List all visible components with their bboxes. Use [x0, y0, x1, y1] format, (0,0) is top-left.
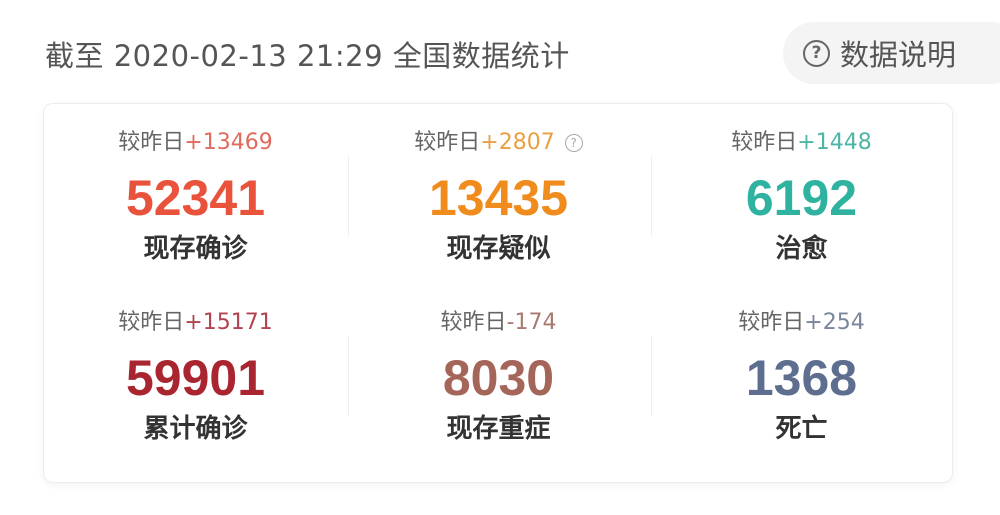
question-circle-icon: ? [803, 39, 830, 67]
delta-value: -174 [506, 310, 557, 335]
stat-cured: 较昨日+1448 6192 治愈 [650, 128, 953, 266]
stat-label: 治愈 [775, 234, 828, 264]
delta-prefix: 较昨日 [440, 310, 507, 335]
delta-prefix: 较昨日 [118, 310, 185, 335]
stat-current-confirmed: 较昨日+13469 52341 现存确诊 [44, 128, 347, 266]
divider [348, 336, 349, 416]
delta-text: 较昨日+2807? [347, 128, 650, 158]
stat-deaths: 较昨日+254 1368 死亡 [650, 308, 953, 446]
stat-label: 现存疑似 [446, 234, 551, 264]
stats-card: 较昨日+13469 52341 现存确诊 较昨日+2807? 13435 现存疑似… [43, 103, 953, 483]
delta-prefix: 较昨日 [731, 130, 798, 155]
delta-text: 较昨日+15171 [44, 308, 347, 338]
delta-text: 较昨日-174 [347, 308, 650, 338]
stat-value: 8030 [442, 350, 555, 406]
stat-label: 现存确诊 [143, 234, 248, 264]
stat-total-confirmed: 较昨日+15171 59901 累计确诊 [44, 308, 347, 446]
stat-current-suspected: 较昨日+2807? 13435 现存疑似 [347, 128, 650, 266]
delta-text: 较昨日+13469 [44, 128, 347, 158]
delta-value: +13469 [184, 130, 273, 155]
page-title: 截至 2020-02-13 21:29 全国数据统计 [45, 39, 570, 73]
delta-value: +2807 [480, 130, 555, 155]
stat-value: 59901 [125, 350, 266, 406]
delta-text: 较昨日+254 [650, 308, 953, 338]
stat-current-severe: 较昨日-174 8030 现存重症 [347, 308, 650, 446]
delta-value: +15171 [184, 310, 273, 335]
help-icon[interactable]: ? [564, 134, 583, 152]
delta-text: 较昨日+1448 [650, 128, 953, 158]
data-explanation-button[interactable]: ? 数据说明 [783, 22, 1000, 84]
stat-value: 52341 [125, 170, 266, 226]
delta-value: +1448 [797, 130, 872, 155]
stat-label: 现存重症 [446, 414, 551, 444]
data-explanation-label: 数据说明 [840, 38, 957, 72]
stat-label: 累计确诊 [143, 414, 248, 444]
delta-prefix: 较昨日 [414, 130, 481, 155]
divider [651, 336, 652, 416]
delta-value: +254 [804, 310, 865, 335]
delta-prefix: 较昨日 [118, 130, 185, 155]
stat-value: 1368 [745, 350, 858, 406]
stat-value: 13435 [428, 170, 569, 226]
divider [348, 156, 349, 236]
divider [651, 156, 652, 236]
stat-value: 6192 [745, 170, 858, 226]
delta-prefix: 较昨日 [738, 310, 805, 335]
stat-label: 死亡 [775, 414, 828, 444]
